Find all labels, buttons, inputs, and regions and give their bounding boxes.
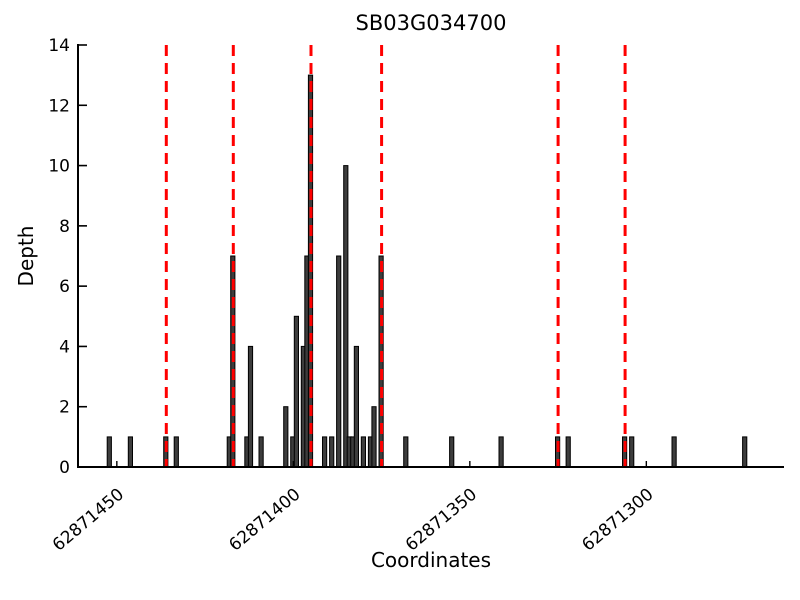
depth-bar <box>360 436 366 468</box>
depth-bar <box>565 436 571 468</box>
depth-bar <box>449 436 455 468</box>
y-tick-label: 2 <box>59 398 70 418</box>
depth-bar <box>671 436 677 468</box>
depth-bar <box>498 436 504 468</box>
depth-bar <box>127 436 134 468</box>
x-tick-label: 62871300 <box>578 485 657 556</box>
depth-bar <box>247 345 254 468</box>
depth-bar <box>258 436 264 468</box>
y-tick-label: 8 <box>59 217 70 237</box>
depth-bar <box>322 436 328 468</box>
depth-bar <box>403 436 409 468</box>
y-tick-label: 4 <box>59 337 70 357</box>
y-axis-label: Depth <box>14 225 38 287</box>
depth-bar <box>336 255 342 468</box>
depth-bar <box>283 406 289 468</box>
depth-bar <box>329 436 335 468</box>
depth-bar <box>173 436 179 468</box>
depth-bar <box>371 406 377 468</box>
y-tick-label: 6 <box>59 277 70 297</box>
depth-bar <box>106 436 112 468</box>
depth-bar <box>629 436 635 468</box>
x-tick-label: 62871450 <box>49 485 128 556</box>
depth-bar <box>353 345 359 468</box>
x-axis-label: Coordinates <box>370 548 492 572</box>
y-tick-label: 10 <box>48 157 70 177</box>
depth-bar <box>742 436 748 468</box>
y-tick-label: 14 <box>48 36 70 56</box>
y-tick-label: 0 <box>59 458 70 478</box>
depth-bar <box>293 315 299 468</box>
x-tick-label: 62871400 <box>225 485 304 556</box>
x-tick-label: 62871350 <box>402 485 481 556</box>
y-tick-label: 12 <box>48 96 70 116</box>
chart-title: SB03G034700 <box>355 11 507 35</box>
depth-bar <box>343 165 349 468</box>
